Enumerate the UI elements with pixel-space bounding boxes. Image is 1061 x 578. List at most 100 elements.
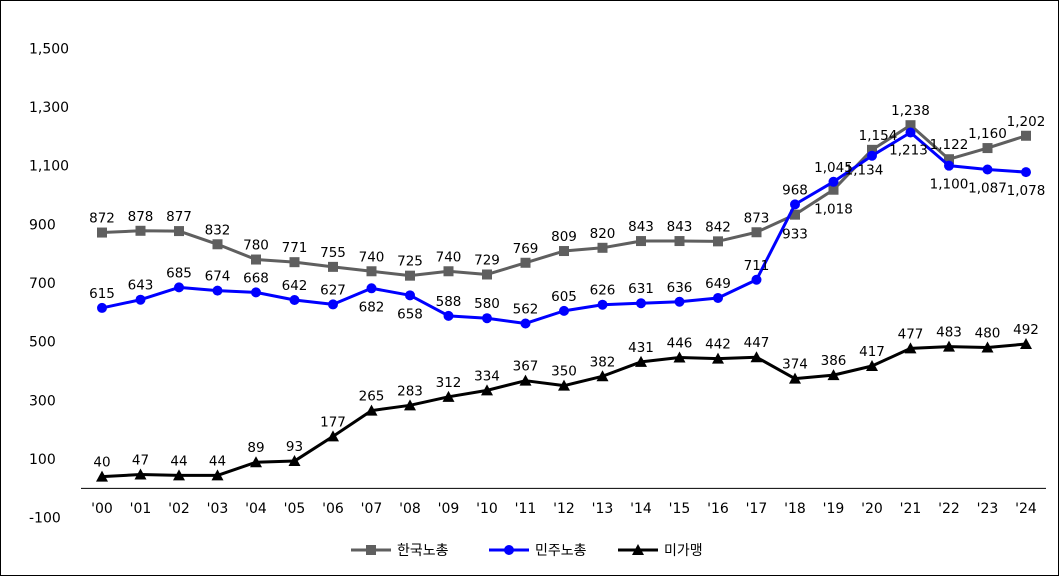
korean-fed-point: [636, 236, 646, 247]
x-tick-label: '14: [630, 501, 652, 517]
data-label: 1,202: [1007, 114, 1046, 130]
kctu-point: [135, 294, 146, 305]
data-label: 725: [397, 254, 423, 270]
x-tick-label: '03: [207, 501, 229, 517]
legend-label: 한국노총: [397, 543, 449, 559]
unaffiliated-point: [866, 360, 878, 372]
data-label: 447: [744, 335, 770, 351]
korean-fed-point: [212, 239, 223, 250]
legend-marker: [632, 544, 644, 555]
data-label: 562: [513, 301, 539, 317]
data-label: 771: [282, 240, 308, 256]
legend-label: 미가맹: [664, 543, 703, 559]
x-tick-label: '22: [938, 501, 960, 517]
y-tick-label: 1,500: [29, 41, 69, 57]
kctu-point: [405, 290, 415, 301]
kctu-point: [751, 274, 762, 285]
data-label: 842: [705, 219, 731, 235]
data-label: 283: [397, 383, 423, 399]
data-label: 446: [667, 336, 693, 352]
data-label: 605: [551, 289, 577, 305]
data-label: 729: [474, 252, 500, 268]
data-label: 615: [89, 286, 115, 302]
data-label: 740: [436, 249, 462, 265]
data-label: 1,045: [814, 160, 853, 176]
korean-fed-point: [751, 227, 762, 238]
kctu-point: [636, 298, 646, 309]
data-label: 873: [744, 210, 770, 226]
kctu-point: [559, 305, 569, 316]
data-label: 177: [320, 414, 346, 430]
x-tick-label: '19: [823, 501, 845, 517]
y-tick-label: 100: [29, 452, 56, 468]
korean-fed-point: [135, 225, 146, 236]
x-tick-label: '16: [707, 501, 729, 517]
data-label: 627: [320, 282, 346, 298]
data-label: 480: [975, 326, 1001, 342]
korean-fed-point: [443, 266, 454, 277]
unaffiliated-point: [596, 370, 609, 382]
korean-fed-point: [97, 227, 107, 238]
x-tick-label: '17: [746, 501, 768, 517]
data-label: 1,122: [930, 137, 969, 153]
unaffiliated-point: [250, 456, 262, 468]
data-label: 809: [551, 229, 577, 245]
data-label: 843: [628, 219, 654, 235]
data-label: 40: [93, 455, 110, 471]
unaffiliated-point: [327, 430, 339, 442]
unaffiliated-point: [904, 342, 917, 354]
kctu-point: [328, 299, 338, 310]
x-tick-label: '11: [515, 501, 537, 517]
kctu-point: [366, 283, 377, 294]
data-label: 769: [513, 241, 539, 257]
y-tick-label: 500: [29, 335, 56, 351]
korean-fed-point: [559, 246, 569, 257]
data-label: 755: [320, 245, 346, 261]
y-tick-label: 1,300: [29, 100, 69, 116]
korean-fed-point: [790, 209, 800, 220]
korean-fed-point: [1021, 130, 1031, 141]
data-label: 626: [590, 283, 616, 299]
data-label: 350: [551, 364, 577, 380]
data-label: 334: [474, 368, 500, 384]
y-tick-label: 1,100: [29, 159, 69, 175]
x-tick-label: '09: [438, 501, 460, 517]
x-tick-label: '07: [361, 501, 383, 517]
korean-fed-point: [982, 143, 993, 154]
legend-marker: [504, 545, 514, 555]
kctu-series: [97, 127, 1031, 329]
korean-fed-point: [713, 236, 723, 247]
data-label: 658: [397, 306, 423, 322]
kctu-point: [174, 282, 184, 293]
unaffiliated-point: [635, 355, 647, 367]
data-label: 44: [209, 453, 226, 469]
unaffiliated-point: [288, 455, 301, 467]
data-label: 649: [705, 276, 731, 292]
kctu-point: [790, 199, 800, 210]
kctu-point: [97, 302, 107, 313]
unaffiliated-point: [442, 390, 455, 402]
kctu-point: [212, 285, 223, 296]
data-label: 674: [205, 269, 231, 285]
data-label: 682: [359, 299, 385, 315]
x-tick-label: '23: [977, 501, 999, 517]
data-label: 872: [89, 211, 115, 227]
kctu-point: [443, 310, 454, 321]
korean-fed-point: [520, 257, 531, 268]
data-label: 740: [359, 249, 385, 265]
unaffiliated-point: [1020, 338, 1032, 350]
unaffiliated-point: [365, 404, 378, 416]
data-label: 1,154: [859, 128, 898, 144]
legend-label: 민주노총: [535, 543, 587, 559]
data-label: 820: [590, 226, 616, 242]
korean-fed-point: [905, 120, 916, 131]
korean-fed-point: [828, 184, 839, 195]
kctu-point: [867, 150, 877, 161]
data-label: 933: [782, 227, 808, 243]
data-label: 431: [628, 340, 654, 356]
legend-item: 한국노총: [351, 543, 449, 559]
y-tick-label: 300: [29, 393, 56, 409]
data-label: 417: [859, 344, 885, 360]
kctu-point: [828, 176, 839, 187]
kctu-point: [289, 295, 300, 306]
